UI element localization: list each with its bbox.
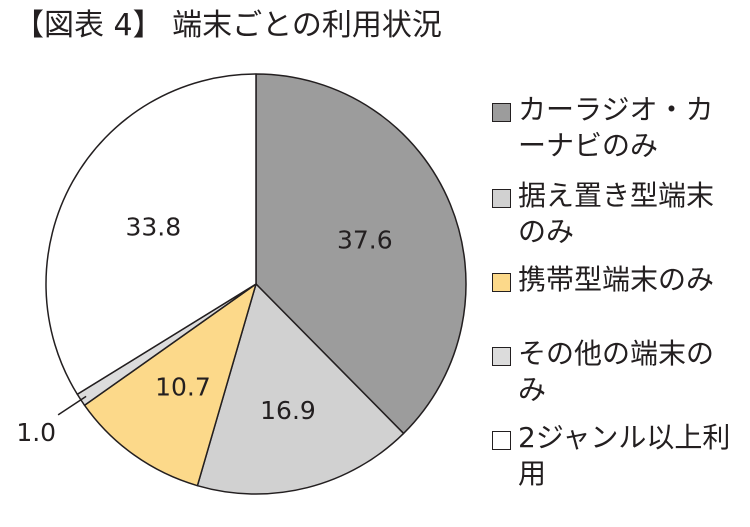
chart-title: 【図表 4】 端末ごとの利用状況 [14, 8, 442, 43]
leader-line [57, 395, 87, 416]
pie-slice [45, 73, 257, 396]
legend-item-stationary: 据え置き型端末のみ [492, 178, 738, 250]
legend-swatch [492, 103, 511, 122]
pie-slices [45, 73, 467, 495]
legend-item-car-radio: カーラジオ・カーナビのみ [492, 92, 738, 164]
legend-swatch [492, 347, 511, 366]
slice-value-label: 37.6 [337, 225, 393, 254]
legend-swatch [492, 273, 511, 292]
pie-slice [255, 73, 467, 435]
legend-item-multi-genre: 2ジャンル以上利用 [492, 420, 738, 492]
legend-label: 据え置き型端末のみ [518, 179, 715, 248]
pie-slice [196, 283, 405, 495]
legend-label: 携帯型端末のみ [518, 263, 715, 296]
pie-slice [83, 283, 257, 487]
legend-label: カーラジオ・カーナビのみ [518, 93, 714, 162]
slice-value-label: 1.0 [16, 418, 56, 447]
legend-item-portable: 携帯型端末のみ [492, 262, 738, 298]
legend-swatch [492, 189, 511, 208]
pie-slice-labels: 37.6 16.9 10.7 1.0 33.8 [16, 213, 392, 447]
legend-label: その他の端末のみ [518, 337, 715, 406]
legend-swatch [492, 431, 511, 450]
legend-item-other: その他の端末のみ [492, 336, 738, 408]
legend-label: 2ジャンル以上利用 [518, 421, 731, 490]
slice-value-label: 10.7 [155, 373, 211, 402]
slice-value-label: 16.9 [260, 396, 316, 425]
slice-value-label: 33.8 [125, 213, 181, 242]
